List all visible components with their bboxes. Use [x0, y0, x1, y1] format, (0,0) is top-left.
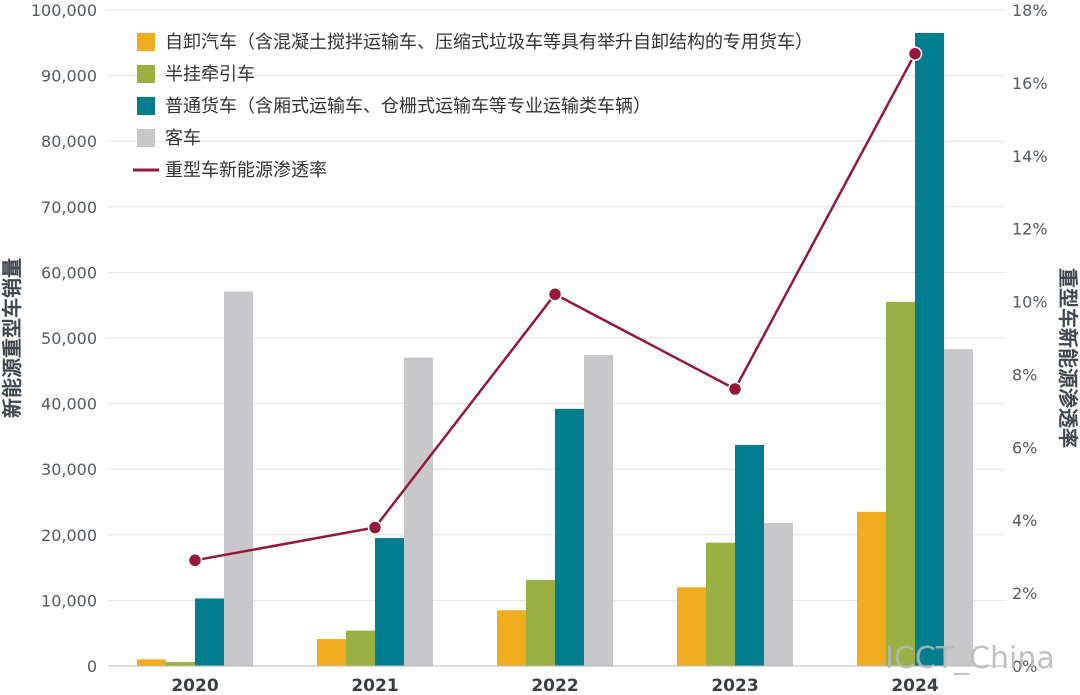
legend: 自卸汽车（含混凝土搅拌运输车、压缩式垃圾车等具有举升自卸结构的专用货车） 半挂牵引…	[133, 32, 813, 181]
legend-label: 普通货车（含厢式运输车、仓栅式运输车等专业运输类车辆）	[165, 96, 651, 117]
bar	[526, 580, 555, 666]
legend-swatch	[137, 97, 155, 115]
y2-tick-label: 6%	[1012, 438, 1037, 457]
bar	[886, 301, 915, 666]
bar	[497, 610, 526, 666]
y-tick-label: 20,000	[41, 526, 97, 545]
bar	[375, 538, 404, 666]
bar	[857, 511, 886, 666]
legend-label: 自卸汽车（含混凝土搅拌运输车、压缩式垃圾车等具有举升自卸结构的专用货车）	[165, 32, 813, 53]
bar	[735, 444, 764, 666]
legend-swatch	[137, 129, 155, 147]
line-point	[907, 46, 923, 61]
y2-tick-label: 14%	[1012, 147, 1048, 166]
watermark: ICCT_China	[885, 641, 1055, 676]
y-tick-label: 10,000	[41, 591, 97, 610]
line-point	[367, 520, 383, 535]
bar	[137, 659, 166, 666]
x-axis-ticks: 2020 2021 2022 2023 2024	[171, 676, 938, 695]
x-tick-label: 2021	[351, 676, 398, 695]
y-tick-label: 0	[87, 657, 97, 676]
bar	[195, 598, 224, 666]
y-tick-label: 50,000	[41, 329, 97, 348]
legend-label: 重型车新能源渗透率	[165, 160, 327, 181]
bar	[404, 357, 433, 666]
line-point	[187, 553, 203, 568]
y2-tick-label: 2%	[1012, 584, 1037, 603]
y2-tick-label: 4%	[1012, 511, 1037, 530]
penetration-line	[187, 46, 923, 568]
bars	[137, 32, 973, 666]
y2-tick-label: 16%	[1012, 74, 1048, 93]
legend-swatch	[137, 65, 155, 83]
x-tick-label: 2022	[531, 676, 578, 695]
bar	[584, 355, 613, 666]
y-axis-ticks: 0 10,000 20,000 30,000 40,000 50,000 60,000 70,…	[31, 1, 97, 676]
y-tick-label: 100,000	[31, 1, 97, 20]
y-tick-label: 70,000	[41, 198, 97, 217]
x-tick-label: 2024	[891, 676, 938, 695]
y2-tick-label: 10%	[1012, 293, 1048, 312]
y2-tick-label: 12%	[1012, 220, 1048, 239]
bar	[346, 630, 375, 666]
bar	[944, 349, 973, 666]
legend-label: 半挂牵引车	[165, 64, 255, 85]
bar	[166, 662, 195, 666]
legend-label: 客车	[165, 128, 201, 149]
legend-swatch	[137, 33, 155, 51]
y-tick-label: 30,000	[41, 460, 97, 479]
y2-tick-label: 8%	[1012, 365, 1037, 384]
bar	[677, 587, 706, 666]
y2-axis-title: 重型车新能源渗透率	[1056, 268, 1080, 448]
x-tick-label: 2023	[711, 676, 758, 695]
bar	[555, 408, 584, 666]
y-tick-label: 80,000	[41, 132, 97, 151]
x-tick-label: 2020	[171, 676, 218, 695]
bar	[224, 291, 253, 666]
bar	[915, 32, 944, 666]
gridlines	[108, 9, 1005, 601]
bar	[317, 639, 346, 666]
y-tick-label: 60,000	[41, 263, 97, 282]
y-tick-label: 90,000	[41, 67, 97, 86]
line-point	[727, 381, 743, 397]
y-axis-title: 新能源重型车销量	[0, 258, 24, 418]
y2-tick-label: 0%	[1012, 657, 1037, 676]
line-point	[547, 287, 563, 302]
y-tick-label: 40,000	[41, 395, 97, 414]
y2-tick-label: 18%	[1012, 1, 1048, 20]
bar	[764, 522, 793, 666]
bar	[706, 542, 735, 666]
y2-axis-ticks: 0% 2% 4% 6% 8% 10% 12% 14% 16% 18%	[1012, 1, 1048, 676]
